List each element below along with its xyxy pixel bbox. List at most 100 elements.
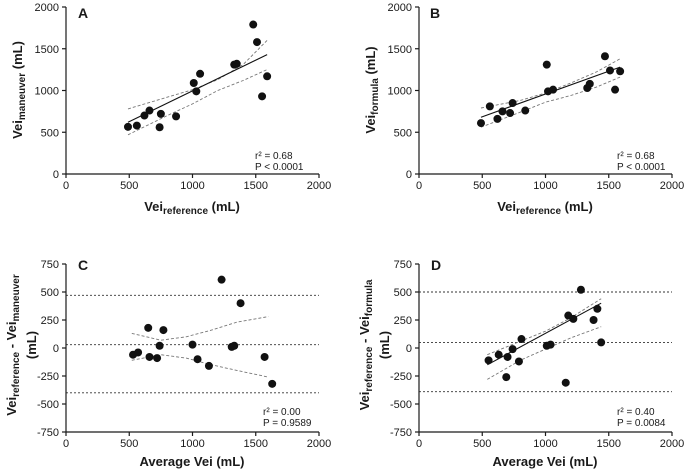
panel-c-y-tick-label--750: -750 xyxy=(37,427,59,439)
panel-c-point-15 xyxy=(268,379,277,388)
panel-d-point-16 xyxy=(597,338,606,347)
panel-b-point-13 xyxy=(600,52,609,61)
panel-d-x-axis-label: Average Vei (mL) xyxy=(492,454,597,469)
panel-b-letter: B xyxy=(430,5,440,21)
panel-d-y-tick-label-750: 750 xyxy=(394,259,412,271)
panel-c-point-11 xyxy=(217,275,226,284)
panel-c-x-tick-label-2000: 2000 xyxy=(307,438,331,450)
panel-d-axes: 0 500 1000 1500 2000 -750 -500 -250 0 250 500 750 xyxy=(390,259,684,450)
panel-d-x-tick-label-500: 500 xyxy=(473,438,491,450)
panel-d-x-tick-label-2000: 2000 xyxy=(660,438,684,450)
panel-a-point-2 xyxy=(132,121,141,130)
panel-d-y-tick-label--500: -500 xyxy=(390,399,412,411)
panel-c-y-tick-label-500: 500 xyxy=(41,287,59,299)
panel-b-point-6 xyxy=(508,99,517,108)
panel-a-point-13 xyxy=(249,20,258,29)
panel-b-y-axis-label: Veiformula (mL) xyxy=(363,46,381,133)
panel-b-y-tick-label-1000: 1000 xyxy=(388,86,412,98)
panel-b-point-5 xyxy=(506,109,515,118)
panel-a-point-16 xyxy=(263,72,272,81)
panel-d-point-1 xyxy=(484,356,493,365)
panel-b-point-16 xyxy=(616,67,625,76)
panel-a-point-4 xyxy=(145,106,154,115)
panel-b-point-1 xyxy=(476,119,485,128)
panel-c-p-value: P = 0.9589 xyxy=(263,418,312,429)
panel-b-ci-upper-curve xyxy=(480,58,621,109)
panel-d-point-6 xyxy=(514,357,523,366)
panel-d-point-14 xyxy=(589,316,598,324)
panel-c-point-7 xyxy=(159,326,168,335)
panel-b-y-tick-label-2000: 2000 xyxy=(388,2,412,14)
panel-d-point-3 xyxy=(502,373,511,382)
panel-a-r-squared: r² = 0.68 xyxy=(255,151,293,162)
panel-a-y-tick-label-0: 0 xyxy=(53,169,59,181)
panel-c-axes: 0 500 1000 1500 2000 -750 -500 -250 0 250 500 750 xyxy=(37,259,331,450)
panel-d-y-tick-label--750: -750 xyxy=(390,427,412,439)
panel-c-y-tick-label-250: 250 xyxy=(41,315,59,327)
panel-d-p-value: P = 0.0084 xyxy=(617,418,666,429)
panel-a-axes: 0 500 1000 1500 2000 0 500 1000 1500 2000 xyxy=(35,2,332,192)
panel-a-point-12 xyxy=(232,59,241,68)
panel-d-point-10 xyxy=(561,378,570,387)
panel-b-r-squared: r² = 0.68 xyxy=(617,151,655,162)
panel-b-point-3 xyxy=(493,114,502,123)
panel-a-point-1 xyxy=(123,122,132,131)
panel-b-x-tick-label-1500: 1500 xyxy=(597,180,621,192)
panel-c: C 0 500 1000 1500 2000 -750 -500 -250 0 250 500 750… xyxy=(4,257,331,469)
panel-a-point-14 xyxy=(253,38,262,47)
panel-a-x-axis-label: Veireference (mL) xyxy=(144,199,240,217)
panel-b-x-tick-label-1000: 1000 xyxy=(533,180,557,192)
panel-b-y-tick-label-1500: 1500 xyxy=(388,44,412,56)
panel-a-point-5 xyxy=(155,123,164,132)
panel-a-y-tick-label-1000: 1000 xyxy=(35,86,59,98)
panel-b-points xyxy=(476,52,625,128)
panel-c-point-14 xyxy=(260,352,269,361)
panel-d-letter: D xyxy=(431,257,441,273)
panel-d-r-squared: r² = 0.40 xyxy=(617,407,655,418)
panel-d-y-tick-label-250: 250 xyxy=(394,315,412,327)
panel-d-point-12 xyxy=(569,314,578,323)
panel-d-ci-upper-curve xyxy=(487,298,602,356)
panel-a-x-tick-label-1500: 1500 xyxy=(244,180,268,192)
panel-a-x-tick-label-1000: 1000 xyxy=(180,180,204,192)
panel-c-y-axis-label: Veireference - Veimaneuver xyxy=(4,274,22,416)
panel-b-x-tick-label-500: 500 xyxy=(473,180,491,192)
panel-d-x-tick-label-1500: 1500 xyxy=(597,438,621,450)
panel-a-point-3 xyxy=(140,111,149,120)
panel-d-x-tick-label-0: 0 xyxy=(416,438,422,450)
panel-c-point-5 xyxy=(153,354,162,363)
panel-c-letter: C xyxy=(78,257,88,273)
panel-c-x-tick-label-0: 0 xyxy=(63,438,69,450)
panel-a-point-7 xyxy=(172,112,181,121)
panel-c-point-13 xyxy=(236,299,245,308)
panel-b-x-tick-label-2000: 2000 xyxy=(660,180,684,192)
panel-d: D 0 500 1000 1500 2000 -750 -500 -250 0 250 500 750… xyxy=(357,257,684,469)
panel-a: A 0 500 1000 1500 2000 0 500 1000 1500 2000 Veire… xyxy=(10,2,331,217)
panel-c-confidence-band xyxy=(131,316,269,378)
panel-d-y-tick-label-500: 500 xyxy=(394,287,412,299)
panel-a-p-value: P < 0.0001 xyxy=(255,162,304,173)
panel-d-point-9 xyxy=(546,340,555,349)
panel-b-point-15 xyxy=(611,85,620,94)
panel-a-y-tick-label-500: 500 xyxy=(41,127,59,139)
panel-b-y-tick-label-500: 500 xyxy=(394,127,412,139)
panel-d-x-tick-label-1000: 1000 xyxy=(533,438,557,450)
panel-d-confidence-band xyxy=(487,298,602,380)
panel-b-x-tick-label-0: 0 xyxy=(416,180,422,192)
panel-d-point-5 xyxy=(508,345,517,354)
panel-c-point-3 xyxy=(144,323,153,332)
panel-d-point-13 xyxy=(576,285,585,294)
panel-c-ci-lower-curve xyxy=(131,354,269,378)
panel-c-x-tick-label-500: 500 xyxy=(120,438,138,450)
panel-b-point-10 xyxy=(549,85,558,94)
panel-d-point-7 xyxy=(517,335,526,344)
panel-b: B 0 500 1000 1500 2000 0 500 1000 1500 2000 Veire… xyxy=(363,2,684,217)
panel-d-point-2 xyxy=(494,350,503,359)
panel-c-y-axis-units: (mL) xyxy=(24,331,39,359)
panel-c-x-axis-label: Average Vei (mL) xyxy=(139,454,244,469)
panel-a-point-9 xyxy=(192,87,201,96)
panel-d-y-axis-units: (mL) xyxy=(377,331,392,359)
panel-a-points xyxy=(123,20,272,132)
panel-b-p-value: P < 0.0001 xyxy=(617,162,666,173)
panel-c-point-8 xyxy=(188,340,197,349)
